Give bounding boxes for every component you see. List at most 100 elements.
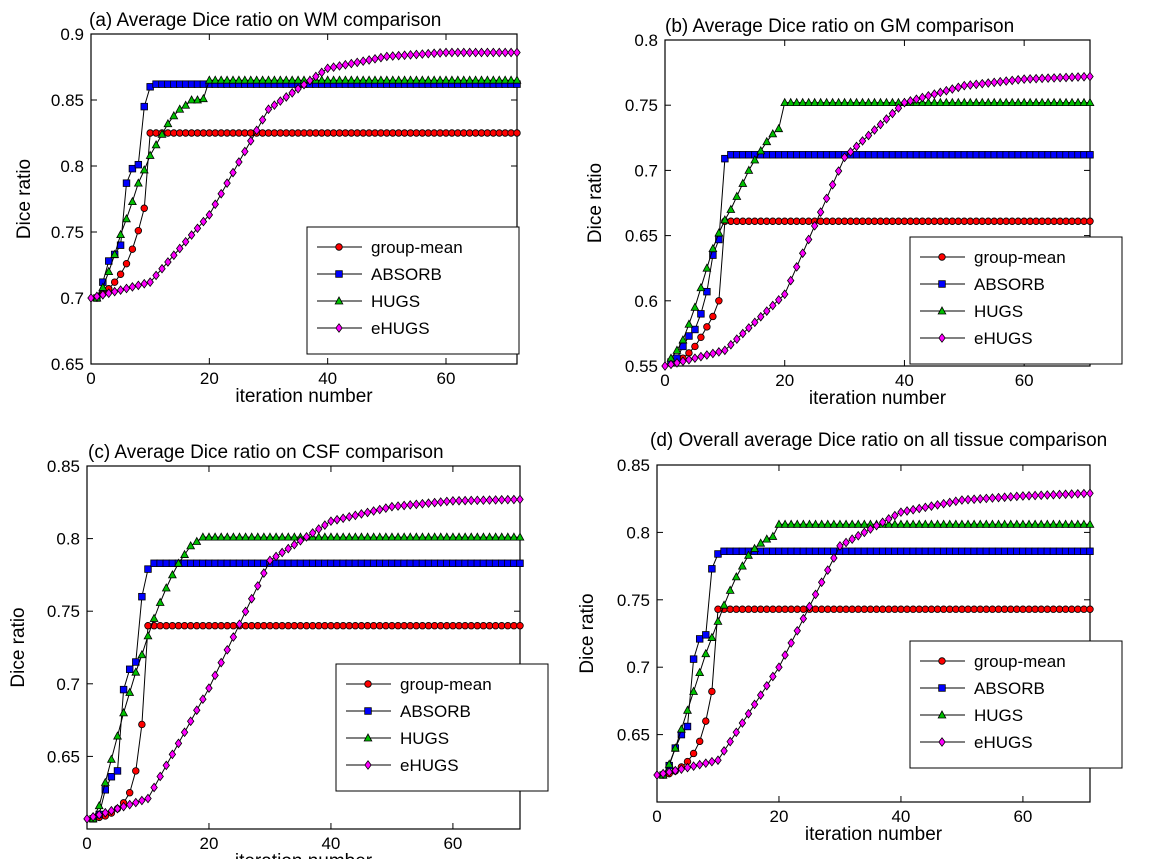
data-point-ehugs [504,494,512,505]
chart-panel-4: (d) Overall average Dice ratio on all ti… [577,430,1123,845]
data-point-hugs [356,532,366,541]
data-point-hugs [192,536,202,545]
data-point-group-mean [418,622,427,630]
data-point-ehugs [1049,489,1058,500]
data-point-ehugs [1019,491,1027,501]
data-point-ehugs [412,49,421,60]
data-point-hugs [283,532,293,541]
data-point-hugs [139,165,149,174]
data-point-ehugs [489,47,498,58]
data-point-hugs [269,75,279,84]
data-point-hugs [1025,97,1035,106]
data-point-absorb [510,559,518,567]
data-point-ehugs [302,531,311,542]
data-point-hugs [678,335,688,344]
data-point-absorb [394,559,402,567]
data-point-absorb [702,631,710,639]
data-point-hugs [744,550,753,559]
data-point-group-mean [775,605,783,613]
y-tick-label: 0.8 [626,523,650,542]
data-point-ehugs [318,67,326,78]
data-point-ehugs [205,683,213,694]
data-point-group-mean [510,622,518,630]
data-point-group-mean [860,605,869,613]
x-tick-label: 20 [200,369,219,388]
x-tick-label: 60 [443,834,462,853]
data-point-group-mean [891,605,899,613]
data-point-hugs [113,731,122,740]
y-tick-label: 0.9 [60,25,84,44]
x-axis-label: iteration number [235,386,373,407]
data-point-absorb [369,559,378,567]
legend-marker-group-mean [364,680,372,688]
data-point-ehugs [442,47,450,58]
data-point-absorb [787,547,795,555]
data-point-ehugs [927,501,936,511]
data-point-hugs [1036,519,1046,528]
x-tick-label: 20 [200,834,219,853]
data-point-hugs [264,75,273,84]
data-point-group-mean [885,605,893,613]
data-point-absorb [1007,547,1015,555]
data-point-ehugs [1013,491,1021,502]
data-point-hugs [186,541,196,550]
data-point-hugs [287,75,297,84]
data-point-hugs [762,534,772,543]
legend-marker-absorb [938,684,946,692]
data-point-hugs [804,519,814,528]
data-point-ehugs [412,499,421,510]
legend-marker-ehugs [364,760,372,770]
data-point-ehugs [513,47,521,58]
data-point-hugs [841,519,851,528]
data-point-ehugs [138,795,146,806]
data-point-ehugs [948,84,957,94]
data-point-absorb [939,547,948,555]
series-group-mean [659,605,1094,779]
data-point-group-mean [1043,605,1052,613]
data-point-group-mean [376,622,384,630]
data-point-group-mean [939,605,948,613]
data-point-ehugs [996,76,1004,87]
data-point-ehugs [460,47,468,58]
data-point-ehugs [745,323,753,333]
data-point-ehugs [1037,490,1045,501]
data-point-ehugs [174,738,183,749]
data-point-group-mean [921,605,930,613]
data-point-hugs [876,97,885,106]
data-point-ehugs [842,537,850,548]
data-point-absorb [1086,151,1094,159]
data-point-hugs [411,532,421,541]
data-point-ehugs [394,50,403,61]
data-point-ehugs [217,657,225,668]
data-point-group-mean [455,622,463,630]
data-point-group-mean [128,245,137,253]
data-point-hugs [1055,519,1064,528]
data-point-hugs [506,75,516,84]
data-point-hugs [963,519,973,528]
data-point-group-mean [134,226,143,235]
data-point-absorb [105,257,113,265]
data-point-ehugs [958,495,966,505]
series-ehugs [83,494,524,824]
data-point-hugs [509,532,519,541]
data-point-hugs [222,75,232,84]
data-point-ehugs [199,694,207,705]
data-point-absorb [113,767,122,775]
data-point-group-mean [110,278,119,286]
y-tick-label: 0.7 [626,658,650,677]
data-point-ehugs [792,262,801,272]
data-point-ehugs [1062,72,1070,83]
data-point-ehugs [661,361,669,371]
data-point-absorb [290,559,299,567]
data-point-hugs [376,75,386,84]
data-point-ehugs [128,282,137,292]
data-point-hugs [332,532,342,541]
legend-marker-absorb [938,280,946,288]
data-point-group-mean [357,622,366,630]
data-point-hugs [424,532,433,541]
data-point-ehugs [181,236,190,247]
data-point-absorb [763,547,771,555]
data-point-hugs [388,75,398,84]
data-point-ehugs [924,90,933,101]
data-point-ehugs [976,493,984,504]
